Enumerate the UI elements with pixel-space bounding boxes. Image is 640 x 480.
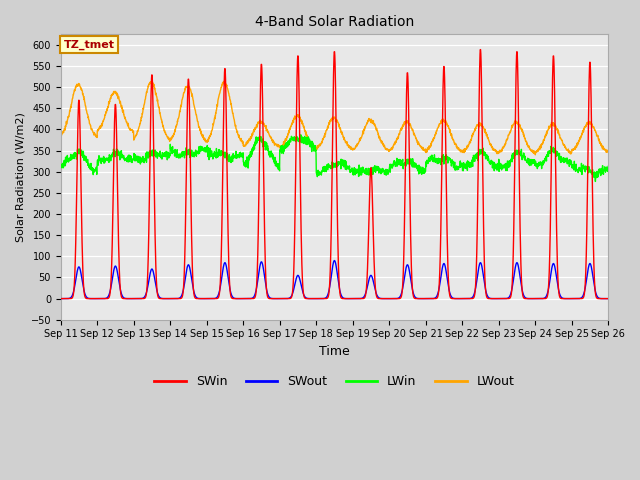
Title: 4-Band Solar Radiation: 4-Band Solar Radiation <box>255 15 414 29</box>
Text: TZ_tmet: TZ_tmet <box>64 40 115 50</box>
Legend: SWin, SWout, LWin, LWout: SWin, SWout, LWin, LWout <box>149 371 520 394</box>
Y-axis label: Solar Radiation (W/m2): Solar Radiation (W/m2) <box>15 112 25 242</box>
X-axis label: Time: Time <box>319 345 350 358</box>
